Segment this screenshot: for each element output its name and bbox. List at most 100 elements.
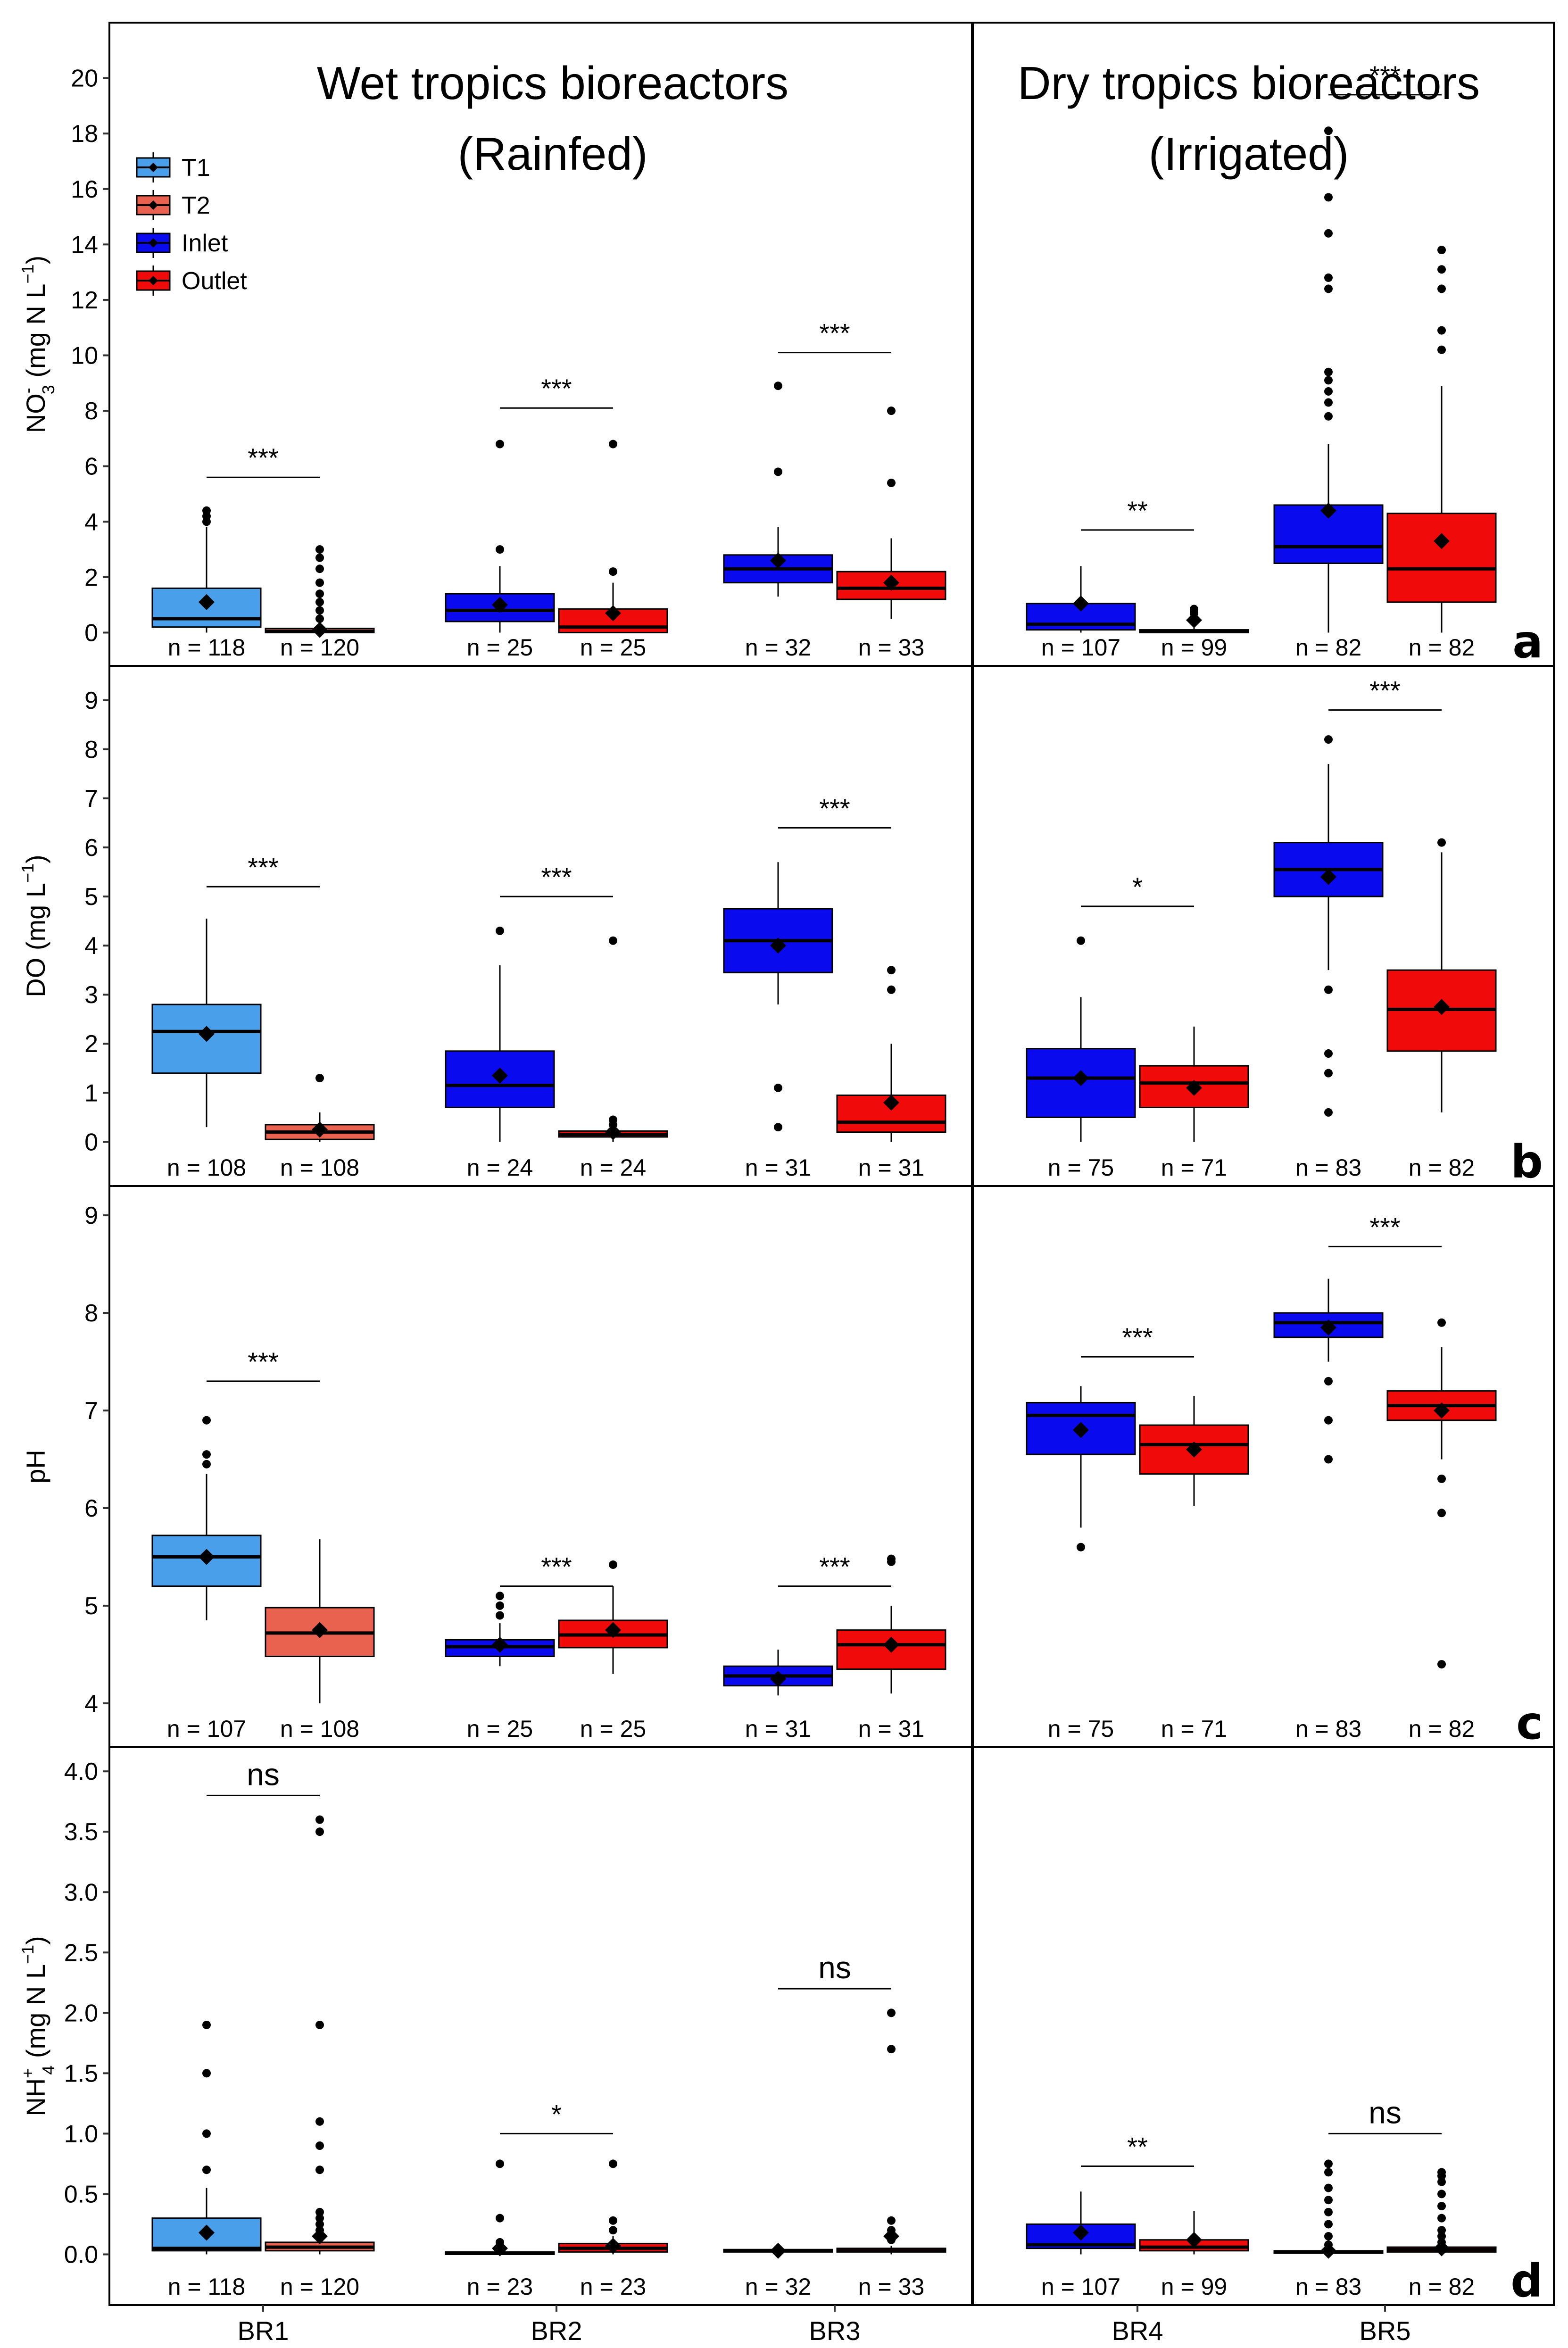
x-tick-label: BR3 [809,2316,861,2346]
n-label: n = 23 [580,2273,646,2300]
group-br5: n = 82 n = 82 *** [1273,60,1497,661]
outlier-point [1437,2232,1446,2241]
outlier-point [1437,246,1446,255]
mean-marker [492,597,508,613]
mean-marker [1073,2224,1089,2241]
box-t2: n = 120 [265,1815,375,2300]
outlier-point [1437,326,1446,335]
outlier-point [202,2020,211,2029]
box-inlet: n = 25 [445,440,555,661]
outlier-point [1437,2190,1446,2199]
box-inlet: n = 107 [1026,566,1136,661]
mean-marker [1186,1079,1202,1096]
outlier-point [1324,735,1333,744]
n-label: n = 83 [1295,1154,1361,1181]
y-label-close: ) [21,256,50,265]
mean-marker [199,1026,215,1042]
mean-marker [883,1636,899,1653]
mean-marker [1073,1422,1089,1438]
outlier-point [887,407,896,415]
y-tick-label: 4 [84,508,98,536]
y-axis-label: pH [21,1450,50,1484]
y-axis-label: DO (mg L−1) [18,855,50,997]
y-label-base: DO [21,958,50,997]
outlier-point [1437,2214,1446,2223]
significance-label: *** [819,318,850,348]
y-axis-label: NO-3 (mg N L−1) [18,256,58,433]
box-inlet: n = 31 [723,862,833,1181]
box-inlet: n = 32 [723,2242,833,2300]
outlier-point [887,2045,896,2054]
outlier-point [1437,2226,1446,2235]
legend-item-t2: T2 [136,190,210,220]
significance-label: *** [819,1552,850,1582]
mean-marker [770,938,786,954]
outlier-point [1437,345,1446,354]
significance-label: *** [1122,1322,1153,1352]
n-label: n = 118 [168,2273,246,2300]
mean-marker [605,605,621,622]
y-tick-label: 1.5 [64,2060,98,2087]
n-label: n = 23 [467,2273,533,2300]
y-tick-label: 7 [84,1397,98,1425]
n-label: n = 31 [858,1154,924,1181]
outlier-point [1324,1377,1333,1386]
y-tick-label: 20 [71,65,98,92]
y-tick-label: 0 [84,1128,98,1156]
group-br2: n = 25 n = 25 *** [445,1552,668,1742]
mean-marker [770,2242,786,2259]
significance-label: *** [1369,1212,1400,1242]
mean-marker [492,1067,508,1084]
y-label-unit: (mg L [21,883,50,958]
significance-label: *** [248,1347,278,1377]
box-outlet: n = 99 [1139,605,1249,661]
box-inlet: n = 31 [723,1650,833,1742]
title-dry-line2: (Irrigated) [1149,128,1349,180]
box-inlet: n = 25 [445,1592,555,1742]
significance-label: *** [1369,676,1400,705]
outlier-point [1324,412,1333,421]
outlier-point [609,440,617,448]
mean-marker [605,1622,621,1638]
outlier-point [887,985,896,994]
n-label: n = 82 [1409,2273,1475,2300]
outlier-point [315,2165,324,2174]
outlier-point [315,564,324,573]
y-tick-label: 0 [84,619,98,647]
outlier-point [315,2020,324,2029]
outlier-point [1324,193,1333,202]
y-tick-label: 4.0 [64,1758,98,1785]
outlier-point [1324,2232,1333,2241]
outlier-point [1324,126,1333,135]
outlier-point [1324,1108,1333,1117]
significance-label: * [551,2099,562,2129]
y-label-close: ) [21,855,50,863]
n-label: n = 31 [745,1716,811,1742]
n-label: n = 82 [1295,634,1361,661]
n-label: n = 75 [1048,1716,1114,1742]
y-tick-label: 1.0 [64,2120,98,2148]
outlier-point [1077,1543,1085,1552]
n-label: n = 82 [1409,1154,1475,1181]
box-t2: n = 108 [265,1539,375,1742]
y-label-unit-sup: −1 [18,1945,37,1964]
n-label: n = 107 [167,1716,246,1742]
mean-marker [1434,999,1450,1015]
y-label-sup: + [18,2068,37,2078]
outlier-point [496,2159,504,2168]
outlier-point [1324,229,1333,238]
mean-marker [605,1124,621,1140]
outlier-point [315,545,324,554]
significance-label: ns [247,1757,280,1792]
group-br1: n = 107 n = 108 *** [151,1347,375,1742]
box-inlet: n = 75 [1026,1386,1136,1742]
outlier-point [1324,376,1333,385]
legend-label: Inlet [182,230,228,257]
outlier-point [1437,838,1446,847]
mean-marker [1434,2240,1450,2257]
outlier-point [496,2214,504,2223]
n-label: n = 83 [1295,2273,1361,2300]
group-br3: n = 32 n = 33 *** [723,318,946,661]
outlier-point [315,2220,324,2229]
